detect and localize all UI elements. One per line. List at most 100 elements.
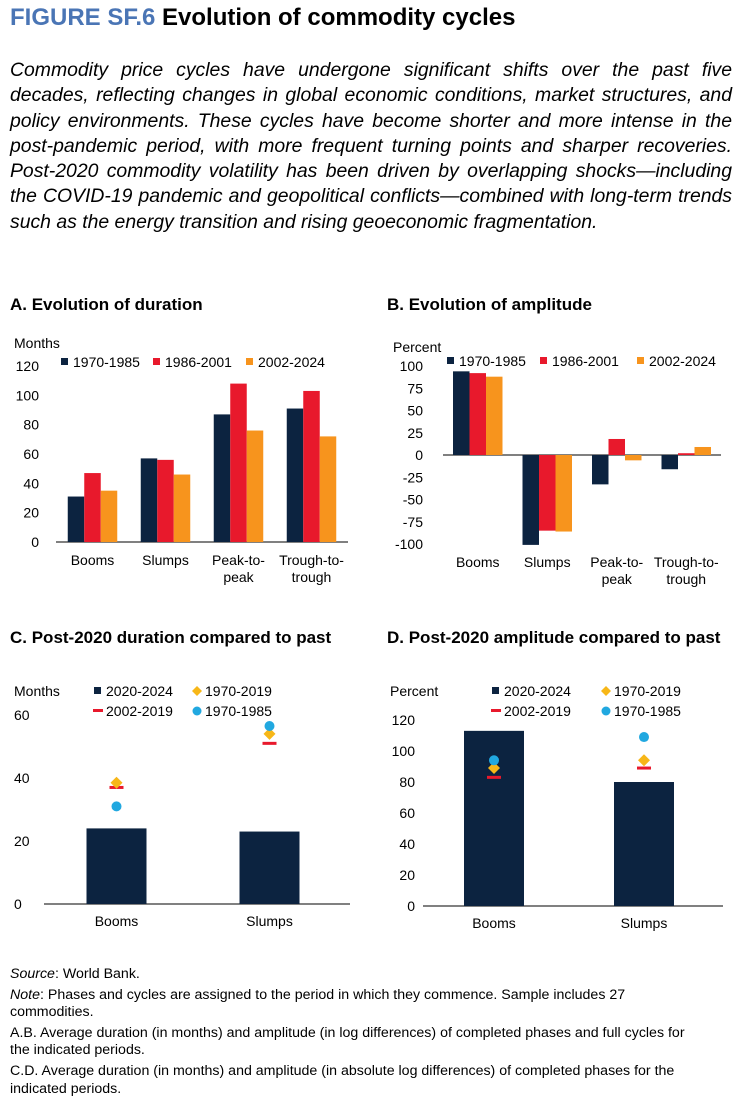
panel-c-category-label: Booms: [95, 913, 139, 929]
panel-a-legend-swatch: [246, 358, 253, 365]
panel-d-y-tick-label: 20: [399, 867, 415, 883]
panel-c-y-tick-label: 0: [14, 896, 22, 912]
panel-d-legend-label: 1970-1985: [614, 703, 681, 719]
panel-c-marker-diamond: [263, 727, 276, 740]
source-text: : World Bank.: [54, 966, 140, 982]
panel-c-legend-swatch: [94, 687, 101, 694]
panel-b-bar: [453, 371, 470, 455]
panel-d-legend-swatch: [601, 686, 611, 696]
panel-c-legend-swatch: [192, 706, 202, 716]
panel-b-y-tick-label: 0: [415, 447, 423, 463]
panel-c-legend-label: 1970-1985: [205, 703, 272, 719]
panel-c-chart: Months 0 20 40 60 Booms Slumps 2020-2024 2002-20…: [14, 683, 350, 929]
panel-a-y-tick-label: 100: [16, 387, 40, 403]
panel-a-title: A. Evolution of duration: [10, 295, 203, 314]
panel-a-bar: [303, 390, 320, 542]
panel-b-y-tick-label: -50: [403, 492, 423, 508]
panel-b-legend-label: 1970-1985: [459, 353, 526, 369]
panel-d-marker-circle: [489, 755, 499, 766]
panel-b-bar: [592, 455, 609, 485]
panel-c-category-label: Slumps: [246, 913, 293, 929]
panel-a-chart: Months 0 20 40 60 80 100 120 Booms Slumps Peak-to-…: [14, 335, 348, 585]
panel-d-legend-label: 2002-2019: [504, 703, 571, 719]
panel-b-category-label: Slumps: [524, 554, 571, 570]
panel-b-legend-swatch: [447, 357, 454, 364]
panel-a-bar: [319, 436, 337, 542]
panel-b-category-label: Peak-to-: [590, 554, 643, 570]
panel-b-legend-swatch: [540, 357, 547, 364]
panel-b-bar: [678, 453, 695, 455]
panel-a-y-tick-label: 120: [16, 358, 40, 374]
panel-a-bar: [230, 383, 247, 542]
figure-title-text: Evolution of commodity cycles: [162, 4, 516, 31]
panel-b-category-label: peak: [602, 571, 633, 587]
panel-d-y-tick-label: 60: [399, 805, 415, 821]
panel-c-y-tick-label: 60: [14, 707, 30, 723]
panel-a-category-label: Peak-to-: [212, 552, 265, 568]
panel-a-bar: [100, 490, 118, 542]
figure-subtitle: Commodity price cycles have undergone si…: [10, 59, 732, 233]
panel-a-bar: [84, 473, 101, 542]
panel-a-bar: [213, 414, 231, 542]
panel-b-bar: [555, 455, 572, 532]
panel-a-legend-label: 2002-2024: [258, 354, 325, 370]
panel-a-legend-label: 1986-2001: [165, 354, 232, 370]
panel-b-y-tick-label: 50: [407, 403, 423, 419]
panel-c-legend-label: 2020-2024: [106, 683, 173, 699]
panel-c-y-axis-label: Months: [14, 683, 60, 699]
panel-d-marker-circle: [639, 732, 649, 743]
panel-b-y-tick-label: 100: [400, 358, 424, 374]
panel-d-marker-diamond: [488, 762, 500, 775]
panel-c-marker-circle: [264, 721, 275, 732]
panel-d-marker-dash: [637, 766, 651, 770]
panel-a-category-label: Booms: [71, 552, 115, 568]
note-text: : Phases and cycles are assigned to the …: [10, 986, 626, 1021]
panel-a-bar: [246, 430, 264, 542]
panel-a-bar: [140, 458, 158, 542]
panel-d-marker-diamond: [638, 754, 650, 767]
panel-d-marker-dash: [487, 775, 501, 779]
cd-note: C.D. Average duration (in months) and am…: [10, 1062, 675, 1097]
panel-d-chart: Percent 0 20 40 60 80 100 120 Booms Slumps 2020-20…: [390, 683, 723, 931]
panel-b-category-label: Trough-to-: [654, 554, 719, 570]
ab-note: A.B. Average duration (in months) and am…: [10, 1024, 685, 1059]
panel-d-legend-swatch: [492, 687, 499, 694]
panel-a-y-tick-label: 20: [23, 505, 39, 521]
panel-c-legend-swatch: [93, 709, 103, 712]
panel-a-bar: [67, 496, 85, 542]
panel-a-category-label: Slumps: [142, 552, 189, 568]
panel-a-y-tick-label: 0: [31, 534, 39, 550]
panel-b-bar: [539, 455, 556, 531]
panel-a-category-label: trough: [292, 569, 332, 585]
panel-c-legend-label: 1970-2019: [205, 683, 272, 699]
panel-b-category-label: Booms: [456, 554, 500, 570]
panel-b-bar: [608, 438, 625, 455]
panel-b-chart: Percent 100 75 50 25 0 -25 -50 -75 -100 Booms Slump…: [393, 339, 721, 587]
panel-b-y-tick-label: -25: [403, 469, 423, 485]
panel-a-category-label: Trough-to-: [279, 552, 344, 568]
panel-c-marker-dash: [262, 741, 277, 745]
panel-d-y-tick-label: 80: [399, 774, 415, 790]
panel-b-legend-label: 1986-2001: [552, 353, 619, 369]
note-label: Note: [10, 986, 40, 1003]
panel-a-category-label: peak: [223, 569, 254, 585]
source-note: Source: World Bank.: [10, 966, 700, 984]
panel-c-y-tick-label: 40: [14, 770, 30, 786]
panel-b-bar: [661, 455, 678, 470]
panel-d-y-tick-label: 100: [392, 743, 416, 759]
panel-a-bar: [286, 408, 304, 542]
panel-c-marker-circle: [111, 801, 122, 812]
panel-d-legend-swatch: [491, 709, 501, 712]
panel-a-y-tick-label: 80: [23, 417, 39, 433]
panel-d-y-tick-label: 120: [392, 712, 416, 728]
panel-a-bar: [173, 474, 191, 542]
panel-b-y-tick-label: 75: [407, 380, 423, 396]
panel-c-marker-diamond: [110, 776, 123, 789]
panel-b-title: B. Evolution of amplitude: [387, 295, 592, 314]
panel-d-category-label: Slumps: [621, 915, 668, 931]
figure-number: FIGURE SF.6: [10, 4, 156, 31]
panel-b-bar: [625, 455, 642, 461]
panel-d-bar: [614, 782, 674, 906]
panel-c-title: C. Post-2020 duration compared to past: [10, 628, 332, 647]
panel-b-bar: [694, 446, 711, 455]
